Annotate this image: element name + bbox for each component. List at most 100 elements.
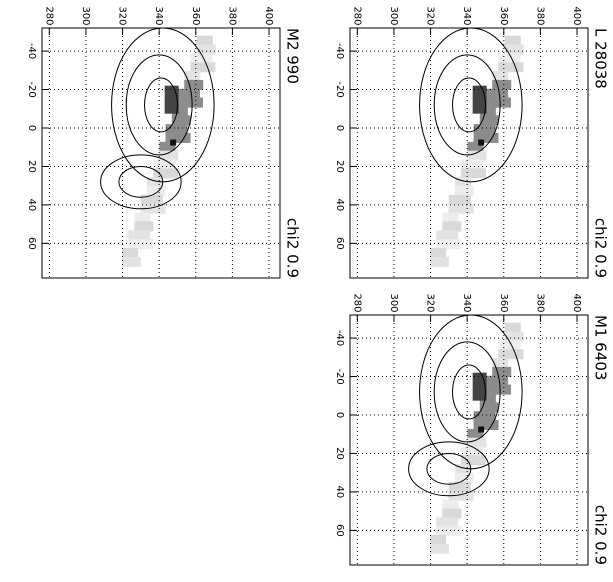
x-tick-label: 0 (334, 412, 345, 418)
emission-pixel (504, 44, 524, 55)
emission-pixel (146, 186, 166, 197)
emission-pixel (479, 115, 499, 126)
x-tick-label: 0 (26, 125, 37, 131)
panel: -40 -20 0 20 40 60 280 300 320 340 360 380 400 L 2803… (334, 6, 610, 279)
x-tick-label: 40 (334, 486, 345, 499)
emission-pixel (140, 194, 163, 205)
x-tick-label: 20 (334, 160, 345, 173)
y-tick-label: 280 (351, 293, 362, 312)
emission-pixel (190, 62, 216, 73)
plot-frame (349, 314, 589, 566)
y-tick-label: 380 (534, 293, 545, 312)
panel-annotation: chi2 0.9 (284, 218, 302, 278)
x-tick-label: 60 (26, 237, 37, 250)
panel-title: M1 6403 (592, 315, 610, 380)
y-tick-label: 320 (425, 6, 436, 25)
x-tick-label: -40 (334, 330, 345, 346)
emission-pixel (442, 499, 459, 510)
emission-pixel (436, 239, 462, 250)
y-tick-label: 360 (498, 6, 509, 25)
emission-pixel (467, 141, 484, 152)
emission-pixel (461, 159, 484, 170)
x-tick-label: 0 (334, 125, 345, 131)
emission-pixel (504, 331, 524, 342)
emission-pixel (140, 203, 166, 214)
contour-line (452, 77, 486, 133)
y-tick-label: 400 (263, 6, 274, 25)
emission-pixel (430, 535, 447, 545)
emission-pixel (492, 358, 509, 369)
emission-pixel (479, 393, 496, 404)
emission-pixel (479, 402, 499, 413)
y-tick-label: 340 (461, 6, 472, 25)
emission-pixel (184, 71, 201, 82)
emission-pixel (504, 35, 521, 46)
emission-pixel (485, 97, 511, 108)
plot-frame (349, 27, 589, 279)
contour-line (433, 341, 501, 443)
emission-pixel (454, 177, 471, 188)
x-tick-label: -40 (334, 43, 345, 59)
panel: -40 -20 0 20 40 60 280 300 320 340 360 380 400 M2 990… (26, 6, 302, 279)
contour-line (408, 441, 490, 497)
emission-pixel (190, 53, 213, 64)
x-tick-label: -20 (26, 81, 37, 97)
emission-peak (478, 139, 485, 146)
emission-pixel (467, 437, 487, 448)
emission-pixel (196, 35, 213, 46)
emission-pixel (165, 124, 188, 135)
emission-pixel (159, 150, 179, 161)
emission-pixel (442, 212, 459, 223)
emission-pixel (486, 88, 509, 99)
emission-core (472, 372, 487, 401)
emission-pixel (165, 133, 191, 143)
y-tick-label: 360 (190, 6, 201, 25)
emission-pixel (184, 79, 204, 90)
y-tick-label: 280 (43, 6, 54, 25)
emission-pixel (442, 221, 462, 232)
emission-core (472, 85, 487, 114)
emission-pixel (429, 256, 449, 267)
x-tick-label: -20 (334, 368, 345, 384)
x-tick-label: 60 (334, 237, 345, 250)
emission-peak (170, 139, 177, 146)
emission-pixel (128, 239, 154, 250)
plot-frame (41, 27, 281, 279)
emission-pixel (473, 124, 496, 135)
emission-pixel (498, 340, 521, 351)
contour-line (433, 54, 501, 156)
emission-pixel (467, 150, 487, 161)
emission-pixel (479, 106, 496, 117)
emission-pixel (485, 384, 511, 395)
emission-pixel (492, 366, 512, 377)
x-tick-label: 40 (26, 199, 37, 212)
emission-pixel (498, 53, 521, 64)
y-tick-label: 380 (534, 6, 545, 25)
emission-pixel (486, 375, 509, 386)
contour-line (452, 364, 486, 420)
emission-pixel (492, 79, 512, 90)
emission-pixel (134, 221, 154, 232)
x-tick-label: -40 (26, 43, 37, 59)
emission-pixel (448, 203, 474, 214)
emission-pixel (121, 256, 141, 267)
y-tick-label: 380 (226, 6, 237, 25)
contour-line (100, 154, 182, 210)
emission-pixel (171, 115, 191, 126)
emission-pixel (177, 97, 203, 108)
x-tick-label: 20 (334, 447, 345, 460)
emission-pixel (473, 411, 496, 422)
emission-pixel (454, 186, 474, 197)
emission-pixel (492, 71, 509, 82)
emission-pixel (196, 44, 216, 55)
contour-line (144, 77, 178, 133)
y-tick-label: 320 (425, 293, 436, 312)
contour-line (426, 452, 472, 485)
x-tick-label: 20 (26, 160, 37, 173)
emission-pixel (504, 322, 521, 333)
emission-pixel (473, 133, 499, 143)
y-tick-label: 320 (117, 6, 128, 25)
x-tick-label: -20 (334, 81, 345, 97)
panel-title: L 28038 (592, 28, 610, 89)
